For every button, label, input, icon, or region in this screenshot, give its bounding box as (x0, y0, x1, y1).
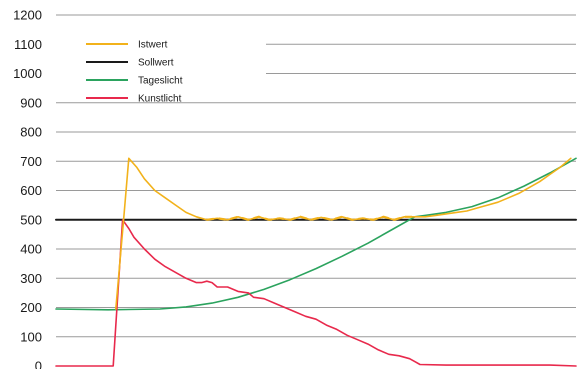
y-tick-label-600: 600 (20, 183, 42, 198)
y-tick-label-1100: 1100 (14, 37, 42, 52)
y-tick-label-800: 800 (20, 125, 42, 140)
y-tick-label-200: 200 (20, 300, 42, 315)
y-tick-label-700: 700 (20, 154, 42, 169)
y-tick-label-400: 400 (20, 242, 42, 257)
y-axis-tick-labels: 0 100 200 300 400 500 600 700 800 900 1000 1100 1200 (13, 8, 42, 369)
series-line-istwert (115, 157, 572, 310)
legend-label-tageslicht: Tageslicht (138, 76, 183, 87)
y-tick-label-300: 300 (20, 271, 42, 286)
series-line-tageslicht (55, 157, 577, 311)
series-line-kunstlicht (55, 219, 577, 367)
legend-label-istwert: Istwert (138, 40, 168, 51)
y-tick-label-1200: 1200 (13, 8, 42, 23)
legend-label-kunstlicht: Kunstlicht (138, 94, 182, 105)
y-tick-label-1000: 1000 (13, 66, 42, 81)
y-tick-label-100: 100 (20, 329, 42, 344)
legend: Istwert Sollwert Tageslicht Kunstlicht (86, 40, 183, 105)
legend-label-sollwert: Sollwert (138, 58, 174, 69)
y-tick-label-0: 0 (35, 359, 42, 369)
y-tick-label-900: 900 (20, 95, 42, 110)
grid-lines (56, 14, 576, 338)
y-tick-label-500: 500 (20, 212, 42, 227)
series-lines (55, 157, 577, 367)
